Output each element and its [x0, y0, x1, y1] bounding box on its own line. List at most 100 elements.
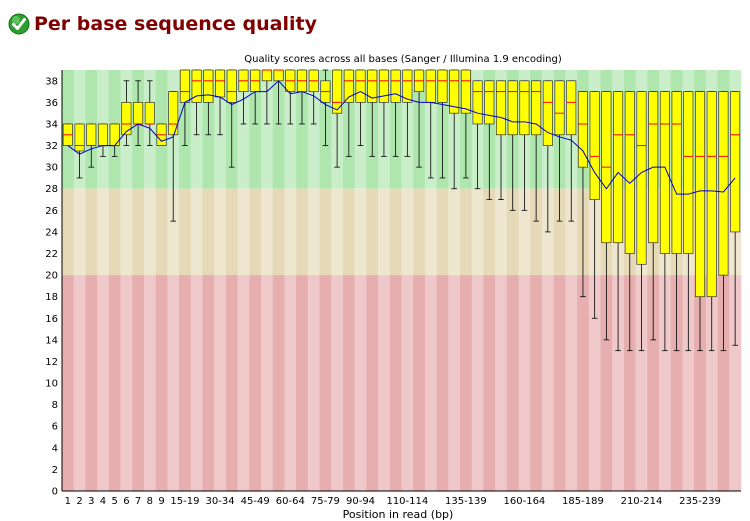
iqr-box	[706, 91, 717, 298]
box-225-229	[671, 91, 682, 352]
zone-warning-stripe	[483, 188, 496, 276]
zone-warning-stripe	[272, 188, 285, 276]
iqr-box	[484, 80, 495, 125]
box-9	[156, 123, 167, 146]
zone-warning-stripe	[97, 188, 110, 276]
zone-warning-stripe	[143, 188, 156, 276]
box-45-49	[250, 69, 261, 125]
y-tick-label: 36	[45, 98, 58, 109]
zone-warning-stripe	[319, 188, 332, 276]
zone-poor-stripe	[448, 275, 461, 491]
iqr-box	[449, 69, 460, 114]
iqr-box	[226, 69, 237, 103]
y-tick-label: 6	[52, 422, 58, 433]
zone-poor-stripe	[506, 275, 519, 491]
x-tick-label: 30-34	[206, 496, 235, 507]
iqr-box	[636, 91, 647, 265]
iqr-box	[179, 69, 190, 103]
iqr-box	[367, 69, 378, 103]
x-tick-label: 4	[100, 496, 106, 507]
zone-good-stripe	[296, 70, 309, 189]
quality-boxplot-chart: Quality scores across all bases (Sanger …	[45, 54, 742, 521]
box-245-249	[718, 91, 729, 352]
zone-warning-stripe	[214, 188, 227, 276]
zone-good-stripe	[249, 70, 262, 189]
x-tick-label: 210-214	[621, 496, 663, 507]
box-40-44	[238, 69, 249, 125]
iqr-box	[191, 69, 202, 103]
zone-warning-stripe	[506, 188, 519, 276]
y-tick-label: 2	[52, 465, 58, 476]
x-tick-label: 9	[158, 496, 164, 507]
box-50-54	[261, 69, 272, 125]
zone-poor-stripe	[73, 275, 86, 491]
chart-title: Quality scores across all bases (Sanger …	[244, 54, 562, 65]
box-160-164	[519, 80, 530, 211]
page-title: Per base sequence quality	[34, 13, 317, 35]
zone-poor-stripe	[635, 275, 648, 491]
zone-poor-stripe	[307, 275, 320, 491]
iqr-box	[542, 80, 553, 146]
box-235-239	[694, 91, 706, 352]
iqr-box	[683, 91, 694, 254]
x-tick-label: 235-239	[679, 496, 721, 507]
box-20-24	[191, 69, 202, 136]
zone-poor-stripe	[202, 275, 215, 491]
box-190-194	[589, 91, 600, 319]
box-170-174	[542, 80, 553, 233]
box-250-251	[730, 91, 741, 346]
box-140-144	[472, 80, 483, 190]
zone-warning-stripe	[436, 188, 449, 276]
zone-warning-stripe	[530, 188, 543, 276]
zone-poor-stripe	[471, 275, 484, 491]
zone-warning-stripe	[108, 188, 121, 276]
box-100-104	[378, 69, 389, 157]
mean-line	[67, 80, 736, 195]
zone-poor-stripe	[120, 275, 133, 491]
zone-warning-stripe	[331, 188, 344, 276]
zone-poor-stripe	[237, 275, 250, 491]
box-105-109	[390, 69, 401, 157]
zone-poor-stripe	[179, 275, 192, 491]
zone-warning-stripe	[342, 188, 355, 276]
x-tick-label: 2	[76, 496, 82, 507]
zone-good-stripe	[284, 70, 297, 189]
zone-warning-stripe	[155, 188, 168, 276]
iqr-box	[613, 91, 624, 244]
y-tick-label: 8	[52, 400, 58, 411]
x-tick-label: 90-94	[346, 496, 375, 507]
zone-poor-stripe	[729, 275, 742, 491]
zone-warning-stripe	[378, 188, 391, 276]
zone-warning-stripe	[448, 188, 461, 276]
zone-warning-stripe	[284, 188, 297, 276]
zone-poor-stripe	[577, 275, 590, 491]
iqr-box	[472, 80, 483, 125]
zone-poor-stripe	[378, 275, 391, 491]
zone-warning-stripe	[85, 188, 98, 276]
iqr-box	[718, 91, 729, 276]
zone-poor-stripe	[62, 275, 75, 491]
zone-warning-stripe	[495, 188, 508, 276]
y-tick-label: 16	[45, 314, 58, 325]
box-35-39	[226, 69, 237, 168]
iqr-box	[203, 69, 214, 103]
iqr-box	[671, 91, 682, 254]
y-tick-label: 18	[45, 292, 58, 303]
zone-good-stripe	[261, 70, 274, 189]
x-axis-label: Position in read (bp)	[343, 508, 454, 521]
zone-poor-stripe	[670, 275, 683, 491]
zone-poor-stripe	[553, 275, 566, 491]
x-tick-label: 7	[135, 496, 141, 507]
box-115-119	[414, 69, 425, 168]
zone-poor-stripe	[342, 275, 355, 491]
zone-poor-stripe	[541, 275, 554, 491]
zone-warning-stripe	[354, 188, 367, 276]
x-tick-label: 60-64	[276, 496, 305, 507]
iqr-box	[730, 91, 741, 233]
zone-good-stripe	[272, 70, 285, 189]
zone-good-stripe	[307, 70, 320, 189]
iqr-box	[74, 123, 85, 152]
box-200-204	[613, 91, 624, 352]
zone-poor-stripe	[296, 275, 309, 491]
